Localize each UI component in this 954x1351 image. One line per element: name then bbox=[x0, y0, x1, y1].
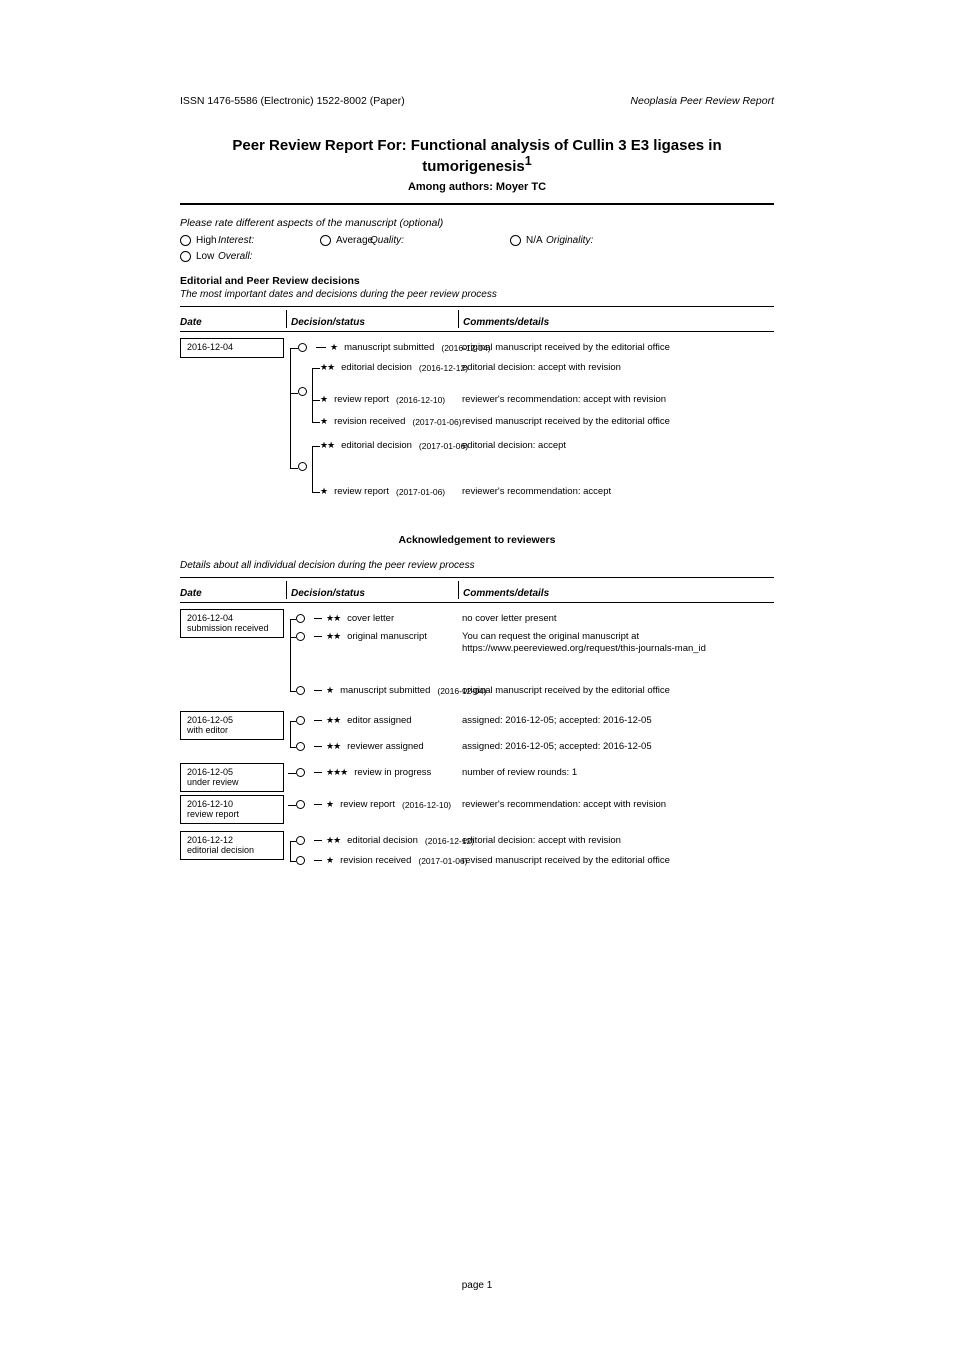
date-box: 2016-12-04 submission received bbox=[180, 609, 284, 638]
col-date: Date bbox=[180, 317, 286, 328]
decisions-header-row: Date Decision/status Comments/details bbox=[180, 307, 774, 331]
rating-avg: Average bbox=[336, 235, 373, 246]
circle-icon bbox=[298, 462, 307, 471]
date-box: 2016-12-10 review report bbox=[180, 795, 284, 824]
date-box: 2016-12-05 with editor bbox=[180, 711, 284, 740]
journal-name: Neoplasia Peer Review Report bbox=[630, 95, 774, 107]
circle-icon bbox=[298, 343, 307, 352]
circle-icon bbox=[298, 387, 307, 396]
rating-overall: Overall: bbox=[218, 251, 252, 262]
acknowledgement-heading: Acknowledgement to reviewers bbox=[180, 534, 774, 546]
col-decision-2: Decision/status bbox=[286, 581, 458, 599]
date-box: 2016-12-04 bbox=[180, 338, 284, 358]
rating-low: Low bbox=[196, 251, 214, 262]
circle-icon bbox=[296, 836, 305, 845]
circle-icon bbox=[296, 614, 305, 623]
rating-high: High bbox=[196, 235, 217, 246]
details-rule-mid bbox=[180, 602, 774, 603]
page-number: page 1 bbox=[0, 1280, 954, 1291]
circle-icon bbox=[296, 768, 305, 777]
reviewer-note: Please rate different aspects of the man… bbox=[180, 217, 774, 229]
circle-icon bbox=[510, 235, 521, 246]
rating-na: N/A bbox=[526, 235, 543, 246]
col-comments-2: Comments/details bbox=[458, 581, 774, 599]
details-header-row: Date Decision/status Comments/details bbox=[180, 578, 774, 602]
details-block-1: 2016-12-05 with editor ★★editor assigned… bbox=[180, 711, 774, 759]
rating-quality: Quality: bbox=[370, 235, 404, 246]
circle-icon bbox=[320, 235, 331, 246]
col-decision: Decision/status bbox=[286, 310, 458, 328]
rating-originality: Originality: bbox=[546, 235, 593, 246]
col-comments: Comments/details bbox=[458, 310, 774, 328]
circle-icon bbox=[180, 235, 191, 246]
circle-icon bbox=[296, 856, 305, 865]
table-rule-mid bbox=[180, 331, 774, 332]
rating-interest: Interest: bbox=[218, 235, 254, 246]
col-date-2: Date bbox=[180, 588, 286, 599]
date-box: 2016-12-12 editorial decision bbox=[180, 831, 284, 860]
details-subtitle: Details about all individual decision du… bbox=[180, 560, 774, 571]
details-block-2: 2016-12-05 under review ★★★review in pro… bbox=[180, 763, 774, 793]
decisions-subtitle: The most important dates and decisions d… bbox=[180, 289, 774, 300]
details-block-3: 2016-12-10 review report ★review report(… bbox=[180, 795, 774, 829]
circle-icon bbox=[296, 632, 305, 641]
date-box: 2016-12-05 under review bbox=[180, 763, 284, 792]
report-title: Peer Review Report For: Functional analy… bbox=[180, 137, 774, 175]
circle-icon bbox=[296, 742, 305, 751]
details-block-0: 2016-12-04 submission received ★★cover l… bbox=[180, 609, 774, 699]
decisions-title: Editorial and Peer Review decisions bbox=[180, 275, 774, 287]
report-subtitle: Among authors: Moyer TC bbox=[180, 181, 774, 193]
rating-legend: High Low Average N/A Interest: Overall: … bbox=[180, 231, 774, 269]
circle-icon bbox=[296, 686, 305, 695]
details-block-4: 2016-12-12 editorial decision ★★editoria… bbox=[180, 831, 774, 875]
issn-text: ISSN 1476-5586 (Electronic) 1522-8002 (P… bbox=[180, 95, 405, 107]
title-footnote: 1 bbox=[525, 154, 532, 168]
circle-icon bbox=[296, 800, 305, 809]
circle-icon bbox=[296, 716, 305, 725]
circle-icon bbox=[180, 251, 191, 262]
page-header: ISSN 1476-5586 (Electronic) 1522-8002 (P… bbox=[180, 95, 774, 107]
title-divider bbox=[180, 203, 774, 205]
decisions-diagram: 2016-12-04 ★manuscript submitted(2016-12… bbox=[180, 338, 774, 508]
